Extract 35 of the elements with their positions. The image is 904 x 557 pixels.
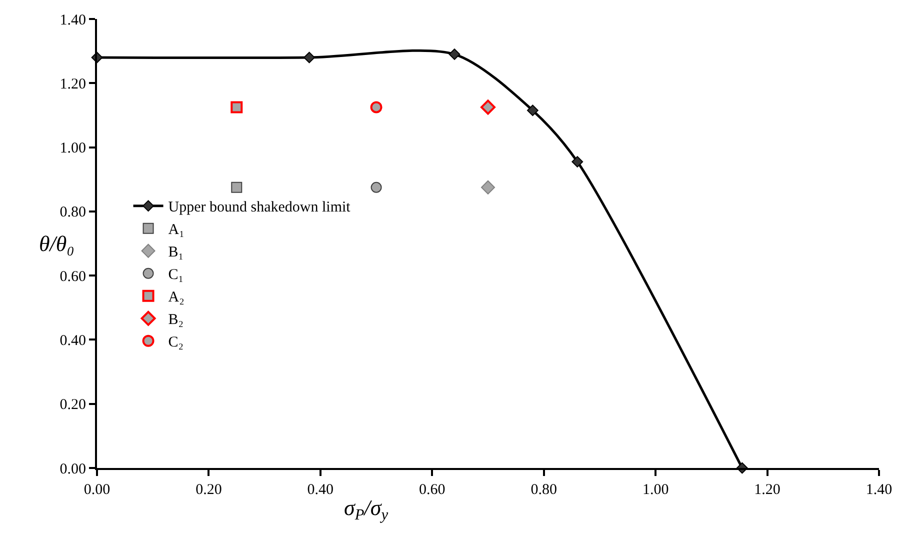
y-tick-label: 0.00 [60, 461, 86, 478]
point [231, 182, 242, 193]
legend-label: Upper bound shakedown limit [168, 200, 352, 216]
y-tick-label: 0.40 [60, 332, 86, 349]
x-tick-label: 0.40 [307, 482, 334, 498]
x-tick-label: 0.00 [84, 482, 110, 498]
legend-label: A₁ [168, 222, 184, 238]
x-axis-title: σ$_{P}$/σ$_{y}$ [344, 495, 388, 524]
x-tick-label: 0.20 [196, 482, 222, 498]
x-tick-label: 1.40 [866, 482, 892, 498]
point [526, 104, 538, 116]
legend-label: C₂ [168, 334, 184, 351]
x-tick-label: 0.80 [530, 482, 557, 498]
legend-label: C₁ [168, 267, 184, 284]
x-tick-label: 1.20 [754, 482, 780, 498]
y-tick-label: 0.60 [60, 268, 86, 285]
point [572, 156, 584, 168]
point [481, 180, 495, 194]
x-tick-label: 1.00 [642, 482, 669, 498]
legend-label: B₁ [168, 244, 184, 261]
legend-label: A₂ [168, 290, 184, 306]
y-tick-label: 1.40 [60, 12, 86, 28]
point [304, 52, 315, 64]
point [370, 182, 382, 193]
y-axis-title: θ/θ₀ [39, 231, 74, 256]
legend-label: B₂ [168, 312, 184, 328]
point [480, 100, 496, 115]
x-tick-label: 0.60 [419, 482, 446, 498]
point [370, 101, 382, 114]
y-tick-label: 0.80 [60, 204, 86, 221]
y-tick-label: 1.00 [60, 140, 86, 157]
point [448, 48, 460, 60]
y-tick-label: 0.20 [60, 397, 86, 414]
y-tick-label: 1.20 [60, 76, 86, 92]
point [230, 101, 243, 114]
